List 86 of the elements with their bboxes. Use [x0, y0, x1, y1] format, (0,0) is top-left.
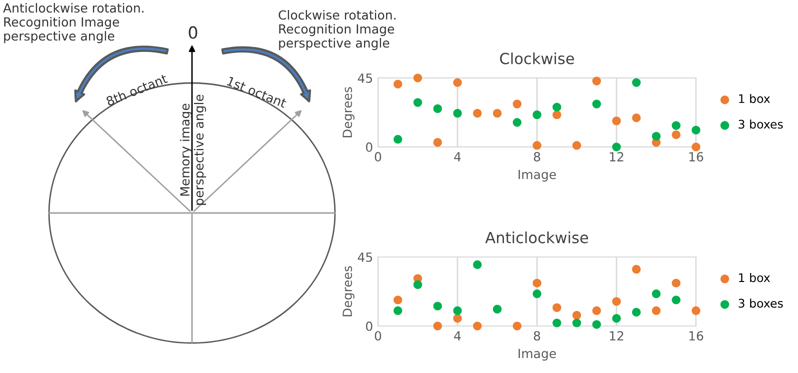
point [413, 280, 422, 289]
point [572, 318, 582, 328]
y-axis-title: Degrees [342, 266, 354, 316]
point [394, 134, 402, 144]
x-axis-title: Image [518, 170, 556, 182]
point [592, 100, 601, 108]
point [512, 118, 522, 127]
point [433, 322, 442, 330]
point [692, 126, 700, 134]
x-tick-label: 12 [610, 331, 624, 340]
point [552, 102, 562, 112]
point [652, 306, 661, 316]
legend-label: 1 box [739, 94, 770, 104]
chart-title: Clockwise [500, 52, 574, 64]
point [552, 303, 562, 312]
point [632, 113, 641, 122]
chart-title: Anticlockwise [485, 232, 588, 244]
point [473, 322, 482, 330]
point [453, 314, 462, 323]
x-axis-title: Image [518, 348, 556, 361]
point [572, 310, 582, 320]
point [433, 138, 442, 147]
point [652, 289, 661, 298]
point [512, 322, 522, 330]
point [394, 306, 402, 316]
point [612, 142, 621, 152]
point [632, 264, 641, 274]
point [692, 142, 700, 152]
x-tick-label: 12 [610, 152, 624, 162]
point [612, 314, 621, 323]
y-axis-title: Degrees [342, 87, 354, 138]
legend-label: 1 box [739, 272, 770, 282]
point [473, 108, 482, 118]
y-tick-label: 45 [358, 74, 372, 83]
point [612, 116, 621, 126]
point [453, 78, 462, 87]
point [512, 100, 522, 108]
point [453, 306, 462, 316]
point [473, 260, 482, 270]
point [652, 132, 661, 141]
point [394, 296, 402, 304]
point [632, 308, 641, 317]
text: 0 [188, 26, 198, 39]
text: 8th octant [106, 73, 168, 106]
point [552, 110, 562, 120]
text: 1st octant [226, 76, 288, 108]
legend-label: 3 boxes [738, 298, 783, 308]
x-tick-label: 8 [534, 152, 540, 162]
point [572, 141, 582, 150]
text: Clockwise rotation. Recognition Image perspective angle [278, 10, 396, 50]
text: Memory image perspective angle [180, 94, 206, 205]
y-tick-label: 45 [358, 252, 372, 262]
text: Anticlockwise rotation. Recognition Image perspective angle [3, 3, 144, 44]
point [413, 74, 422, 82]
x-tick-label: 4 [454, 331, 461, 340]
point [552, 318, 562, 328]
point [672, 278, 680, 288]
y-tick-label: 0 [366, 142, 372, 152]
x-tick-label: 16 [689, 152, 704, 162]
legend-label: 3 boxes [738, 120, 783, 129]
x-tick-label: 16 [689, 331, 704, 341]
point [592, 76, 601, 86]
x-tick-label: 8 [534, 331, 540, 341]
point [532, 278, 542, 288]
point [532, 289, 542, 298]
x-tick-label: 0 [374, 331, 382, 341]
x-tick-label: 0 [374, 152, 382, 162]
point [692, 306, 700, 316]
y-tick-label: 0 [366, 321, 372, 331]
point [532, 141, 542, 150]
point [672, 130, 680, 140]
point [453, 108, 462, 118]
x-tick-label: 4 [454, 152, 461, 162]
point [592, 306, 601, 316]
point [672, 121, 680, 130]
point [532, 110, 542, 120]
point [433, 302, 442, 310]
point [592, 320, 601, 329]
point [433, 104, 442, 113]
point [632, 78, 641, 87]
point [394, 80, 402, 88]
point [672, 296, 680, 304]
point [612, 297, 621, 306]
point [413, 98, 422, 107]
point [492, 108, 502, 118]
point [492, 304, 502, 314]
